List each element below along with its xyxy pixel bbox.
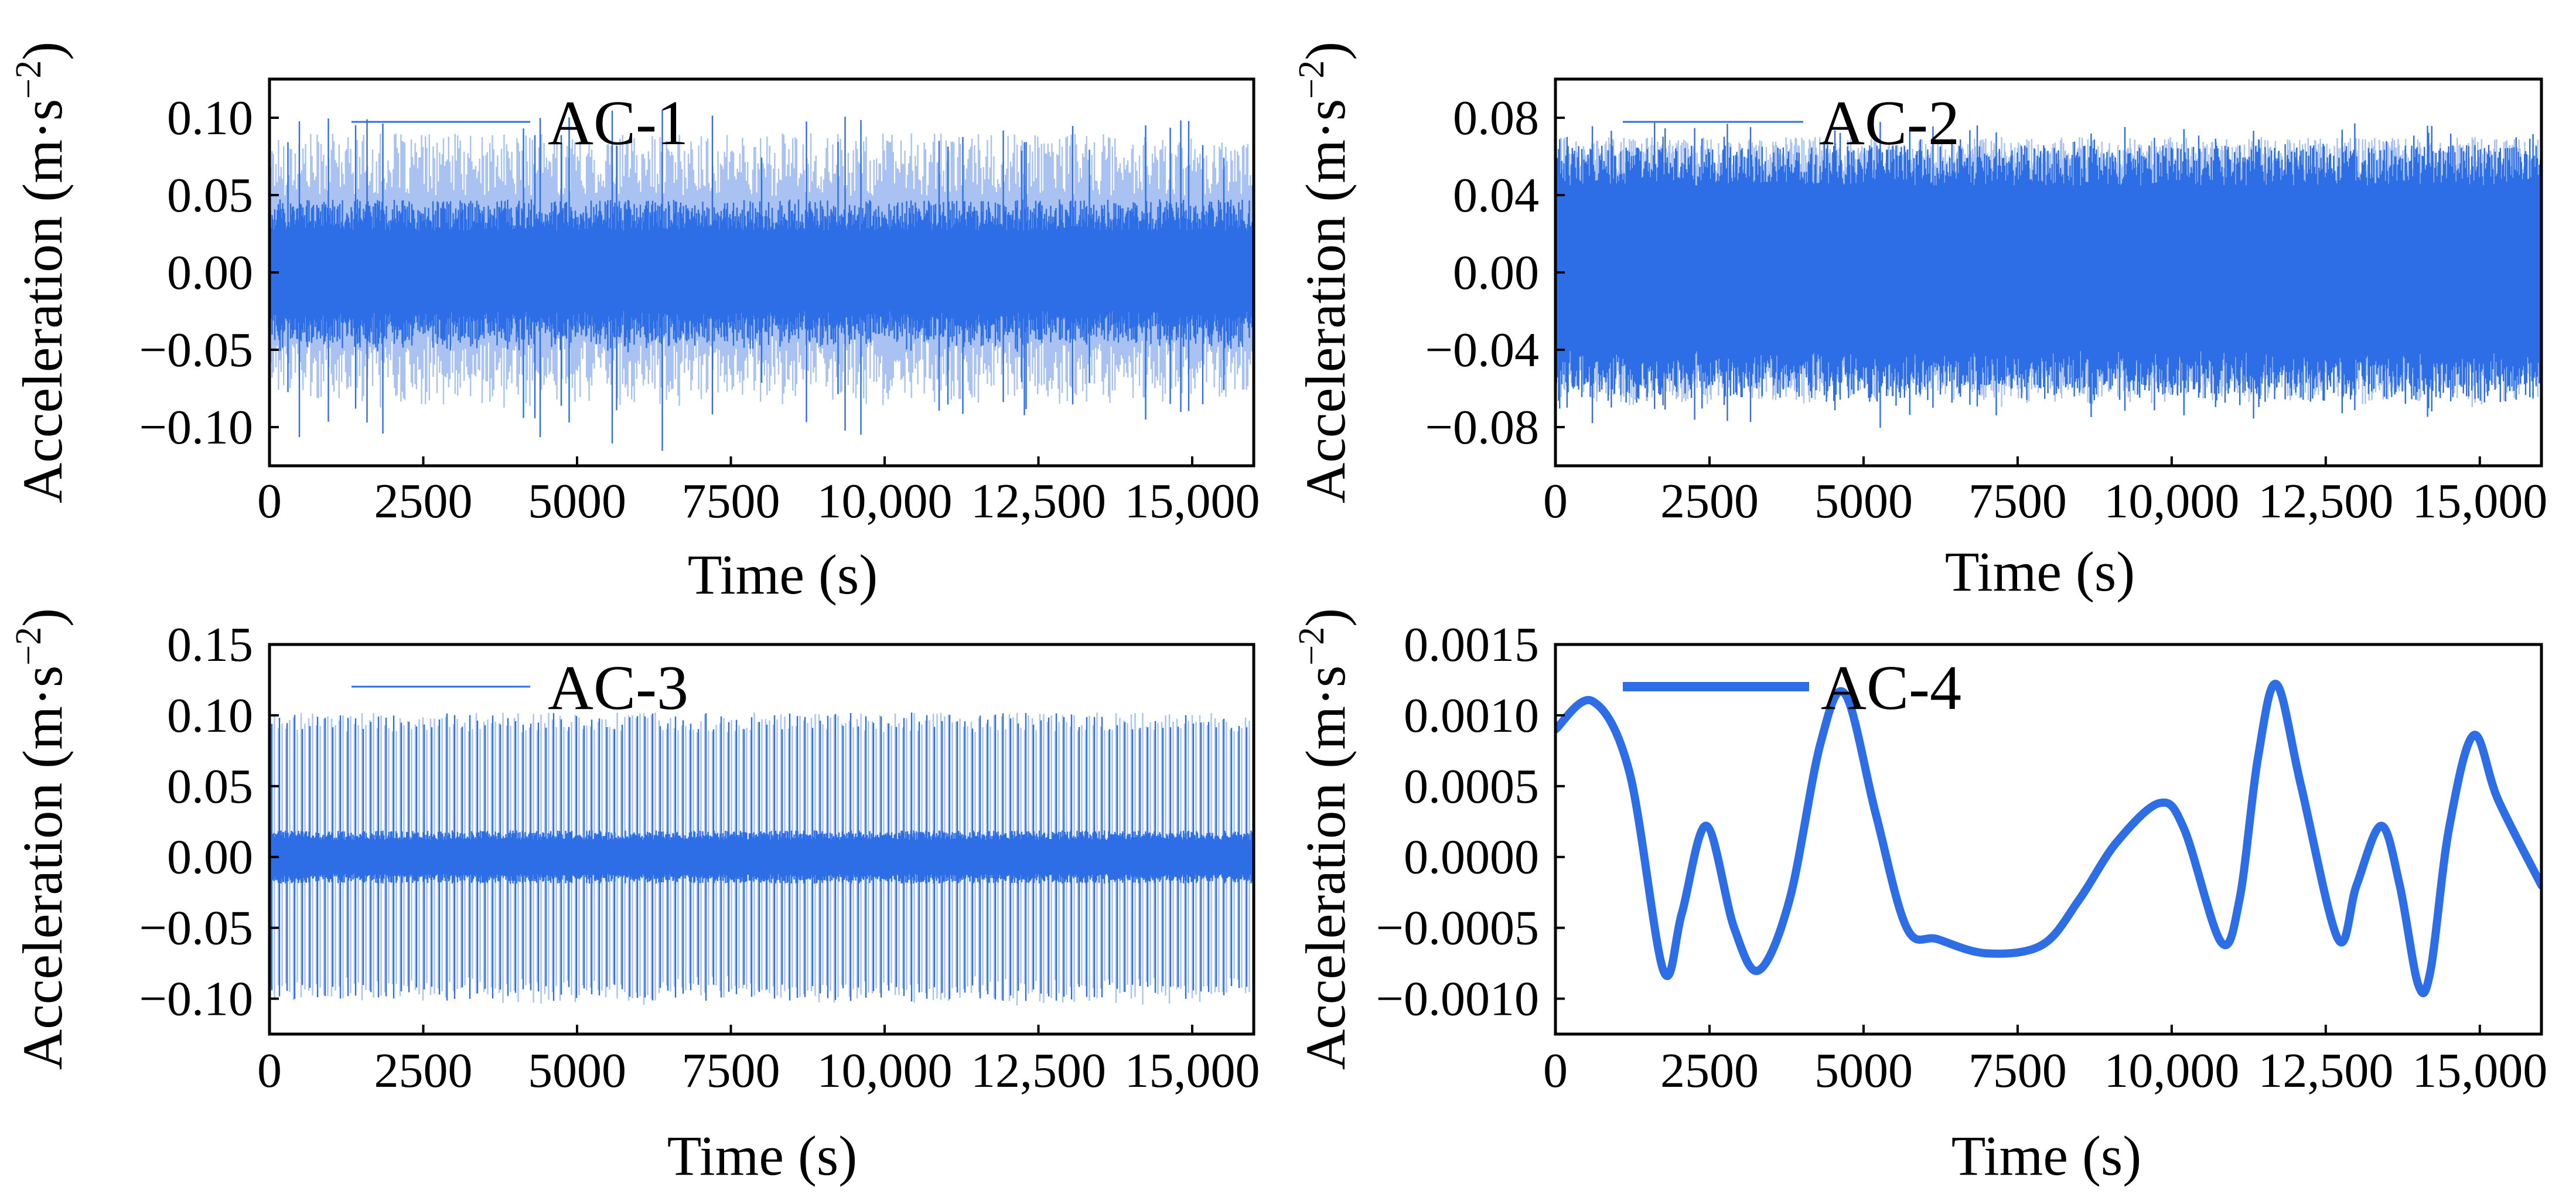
x-axis-title: Time (s): [1945, 540, 2135, 603]
y-tick-label: 0.00: [167, 245, 253, 300]
series-line-ac-1: [269, 110, 1254, 451]
axes-frame: [268, 643, 1255, 1036]
series-line-ac-2: [1555, 122, 2541, 428]
y-tick-label: 0.0015: [1404, 618, 1539, 672]
chart-panel-ac2: 0 2500 5000 7500 10,000 12,500 15,000 0.08 0.04 0…: [1292, 42, 2547, 603]
x-tick-label: 5000: [1814, 1043, 1913, 1098]
chart-panel-ac4: 0 2500 5000 7500 10,000 12,500 15,000 0.0015 0.0…: [1292, 608, 2547, 1187]
x-axis-title: Time (s): [688, 543, 878, 606]
y-axis-title: Acceleration (m·s−2): [1292, 42, 1357, 503]
x-tick-label: 5000: [528, 1043, 626, 1098]
x-tick-label: 15,000: [2412, 474, 2547, 528]
y-tick-label: 0.15: [167, 618, 253, 672]
y-tick-label: −0.0010: [1376, 972, 1539, 1026]
x-tick-label: 10,000: [817, 1043, 953, 1098]
plot-area: [1555, 122, 2541, 428]
y-tick-label: 0.10: [167, 688, 253, 743]
y-axis-title: Acceleration (m·s−2): [9, 42, 74, 503]
series-line-ac-4: [1555, 680, 2541, 997]
x-tick-label: 12,500: [971, 474, 1106, 528]
chart-panel-ac3: 0 2500 5000 7500 10,000 12,500 15,000 0.15 0.10 0…: [9, 608, 1260, 1187]
y-tick-label: 0.00: [167, 830, 253, 885]
plot-area: [269, 712, 1254, 1005]
x-tick-label: 0: [257, 474, 282, 528]
y-tick-label: −0.10: [139, 400, 253, 455]
y-tick-label: 0.0010: [1404, 688, 1539, 743]
x-tick-label: 15,000: [2412, 1043, 2547, 1098]
plot-area: [1555, 680, 2541, 997]
x-tick-label: 2500: [1660, 1043, 1759, 1098]
x-tick-label: 2500: [374, 1043, 473, 1098]
x-tick-label: 10,000: [2104, 474, 2239, 528]
y-tick-label: −0.10: [139, 972, 253, 1026]
y-tick-label: −0.08: [1425, 400, 1539, 455]
x-tick-label: 7500: [1968, 474, 2067, 528]
x-axis-title: Time (s): [667, 1124, 858, 1187]
x-tick-label: 0: [1543, 474, 1568, 528]
y-tick-label: −0.05: [139, 901, 253, 956]
y-tick-label: 0.08: [1453, 91, 1539, 145]
x-tick-label: 12,500: [2258, 474, 2393, 528]
axes-frame: [1554, 643, 2543, 1036]
x-tick-label: 10,000: [817, 474, 953, 528]
x-tick-label: 7500: [682, 1043, 780, 1098]
x-tick-label: 12,500: [971, 1043, 1106, 1098]
chart-panel-ac1: 0 2500 5000 7500 10,000 12,500 15,000 0.10 0.05 0…: [9, 42, 1260, 606]
y-tick-label: 0.05: [167, 759, 253, 814]
y-axis-title: Acceleration (m·s−2): [1292, 608, 1357, 1070]
x-tick-label: 7500: [1968, 1043, 2067, 1098]
legend-label: AC-3: [548, 653, 688, 723]
y-tick-label: −0.0005: [1376, 901, 1539, 956]
x-axis-title: Time (s): [1951, 1124, 2142, 1187]
y-tick-label: 0.0005: [1404, 759, 1539, 814]
x-tick-label: 2500: [1660, 474, 1759, 528]
y-axis-title: Acceleration (m·s−2): [9, 608, 74, 1070]
y-tick-label: −0.04: [1425, 323, 1539, 377]
legend-label: AC-4: [1821, 653, 1961, 723]
y-tick-label: 0.00: [1453, 245, 1539, 300]
x-tick-label: 10,000: [2104, 1043, 2239, 1098]
x-tick-label: 5000: [528, 474, 626, 528]
x-tick-label: 7500: [682, 474, 780, 528]
x-tick-label: 0: [1543, 1043, 1568, 1098]
x-tick-label: 15,000: [1125, 1043, 1260, 1098]
x-tick-label: 15,000: [1125, 474, 1260, 528]
legend-label: AC-2: [1819, 88, 1960, 158]
legend-label: AC-1: [548, 88, 688, 158]
x-tick-label: 2500: [374, 474, 473, 528]
x-tick-label: 0: [257, 1043, 282, 1098]
y-tick-label: 0.0000: [1404, 830, 1539, 885]
y-tick-label: −0.05: [139, 323, 253, 377]
x-tick-label: 5000: [1814, 474, 1913, 528]
x-tick-label: 12,500: [2258, 1043, 2393, 1098]
plot-area: [269, 110, 1254, 451]
y-tick-label: 0.10: [167, 91, 253, 145]
y-tick-label: 0.04: [1453, 168, 1539, 223]
y-tick-label: 0.05: [167, 168, 253, 223]
